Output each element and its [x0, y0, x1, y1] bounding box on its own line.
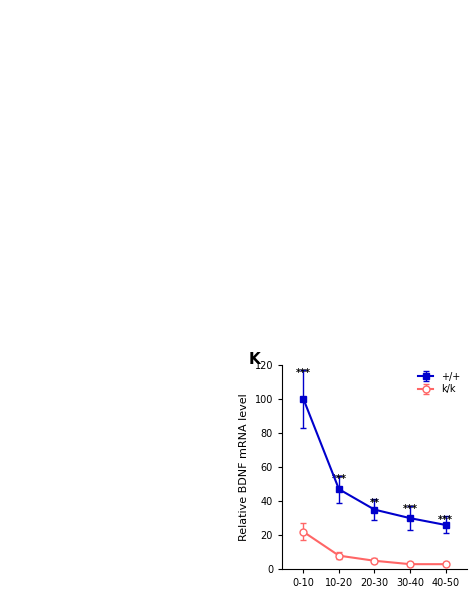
- Legend: +/+, k/k: +/+, k/k: [417, 369, 462, 396]
- Text: K: K: [249, 352, 261, 368]
- Y-axis label: Relative BDNF mRNA level: Relative BDNF mRNA level: [239, 393, 249, 541]
- Text: ***: ***: [296, 368, 311, 378]
- Text: ***: ***: [402, 505, 418, 515]
- Text: ***: ***: [331, 474, 346, 484]
- Text: **: **: [369, 498, 380, 508]
- Text: ***: ***: [438, 515, 453, 525]
